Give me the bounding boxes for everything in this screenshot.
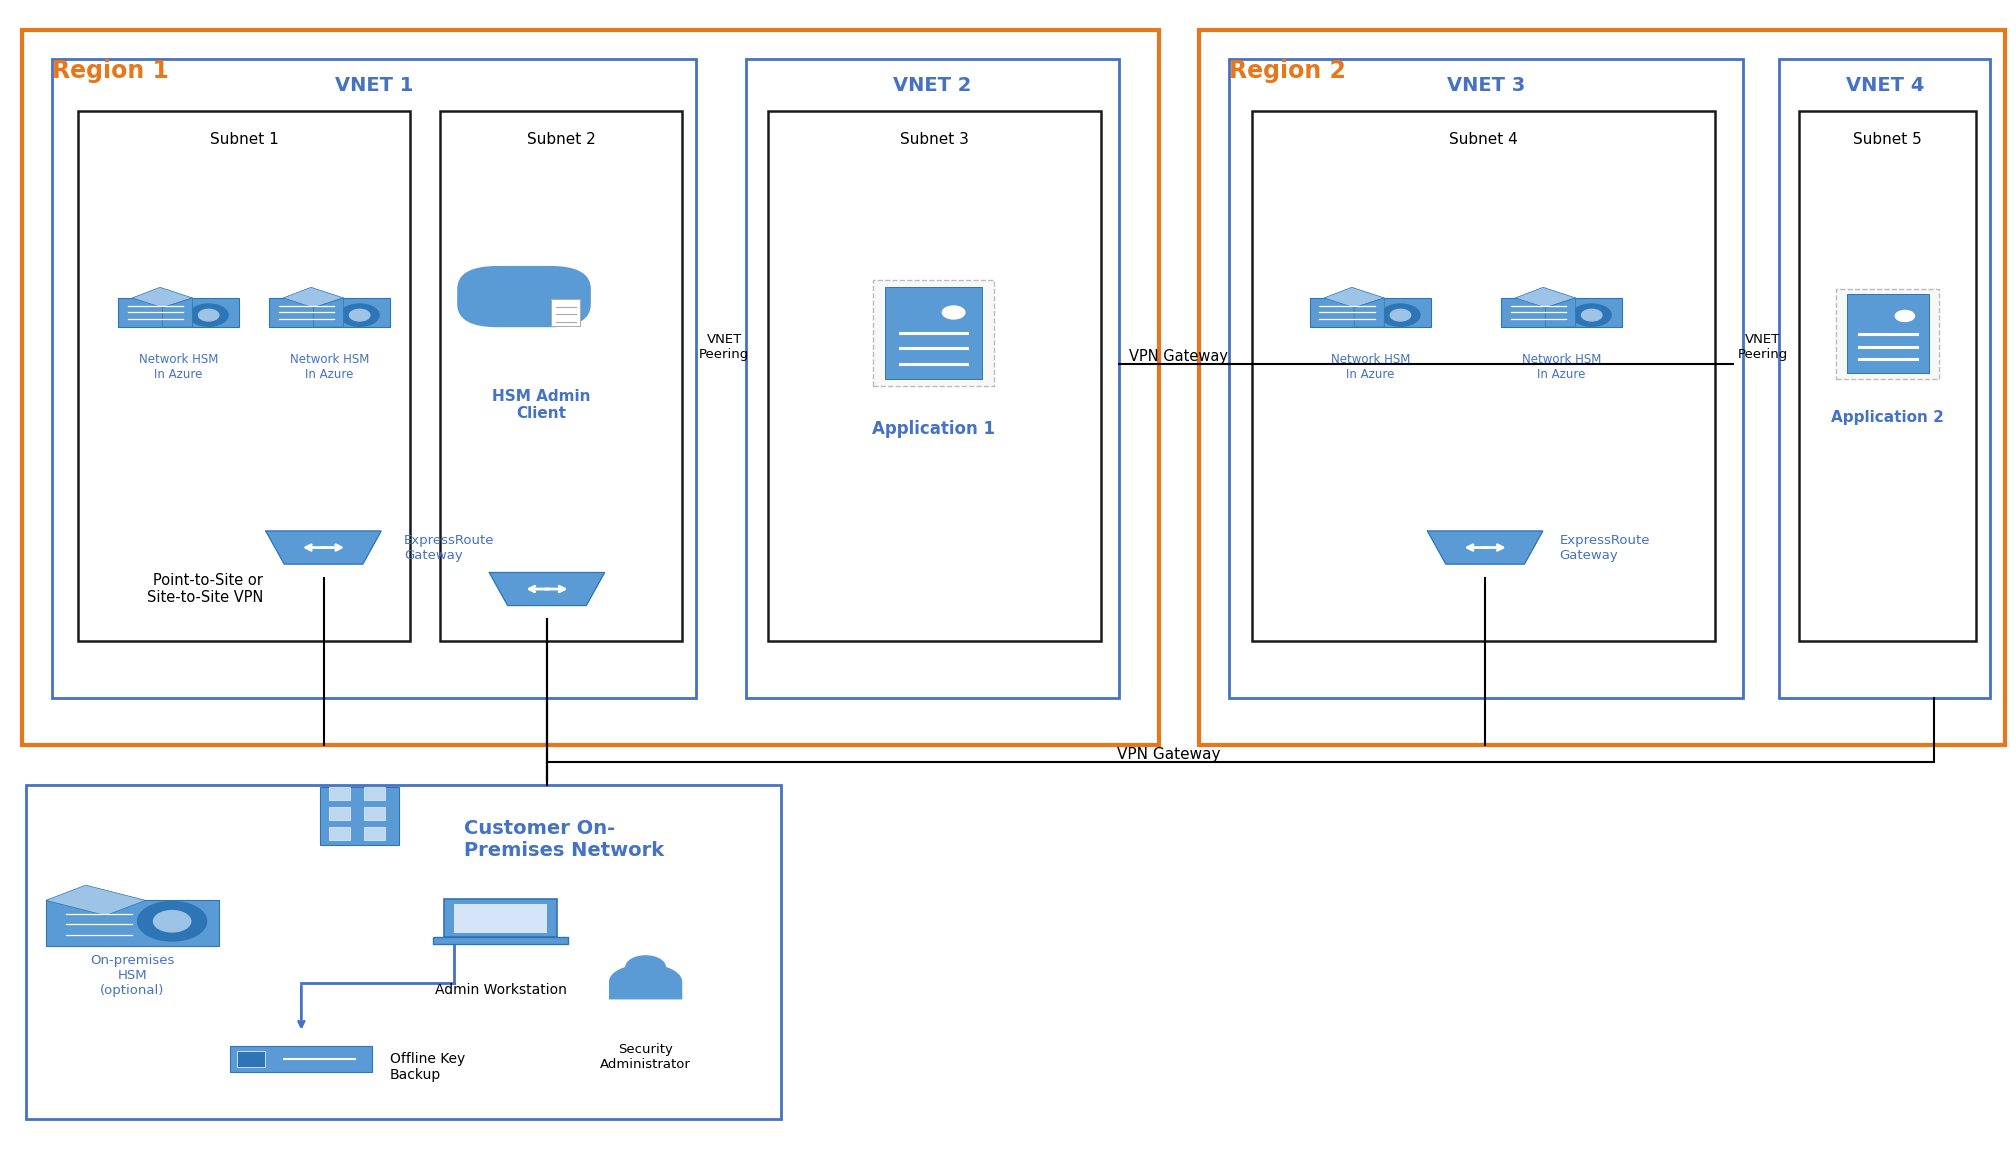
FancyBboxPatch shape (444, 899, 556, 937)
Circle shape (484, 308, 502, 320)
Text: Admin Workstation: Admin Workstation (435, 983, 566, 997)
FancyBboxPatch shape (238, 1051, 266, 1067)
Text: Subnet 1: Subnet 1 (210, 132, 278, 147)
FancyBboxPatch shape (363, 788, 385, 799)
FancyBboxPatch shape (439, 111, 681, 641)
FancyBboxPatch shape (1798, 111, 1976, 641)
Text: ExpressRoute
Gateway: ExpressRoute Gateway (403, 534, 494, 561)
Text: Subnet 3: Subnet 3 (899, 132, 970, 147)
FancyBboxPatch shape (746, 59, 1119, 699)
Text: Offline Key
Backup: Offline Key Backup (389, 1052, 466, 1082)
FancyBboxPatch shape (230, 1046, 373, 1072)
Circle shape (1572, 304, 1611, 326)
Polygon shape (266, 531, 381, 564)
Polygon shape (1516, 288, 1577, 307)
Polygon shape (46, 885, 145, 916)
FancyBboxPatch shape (1200, 30, 2004, 745)
Text: Region 1: Region 1 (52, 59, 169, 83)
Polygon shape (1355, 298, 1385, 327)
Circle shape (341, 304, 379, 326)
Text: VNET 4: VNET 4 (1845, 76, 1923, 95)
FancyBboxPatch shape (79, 111, 409, 641)
Text: Customer On-
Premises Network: Customer On- Premises Network (464, 819, 665, 860)
Circle shape (349, 310, 369, 321)
Text: Subnet 4: Subnet 4 (1450, 132, 1518, 147)
Text: On-premises
HSM
(optional): On-premises HSM (optional) (91, 954, 175, 997)
FancyBboxPatch shape (1778, 59, 1990, 699)
FancyBboxPatch shape (1310, 298, 1431, 327)
Circle shape (506, 275, 542, 296)
Text: VPN Gateway: VPN Gateway (1117, 747, 1222, 762)
Circle shape (190, 304, 228, 326)
Circle shape (153, 910, 192, 932)
Polygon shape (133, 288, 192, 307)
FancyBboxPatch shape (885, 288, 982, 379)
FancyBboxPatch shape (433, 937, 569, 944)
Text: VNET 3: VNET 3 (1447, 76, 1526, 95)
FancyBboxPatch shape (329, 827, 351, 840)
Circle shape (137, 902, 208, 941)
Circle shape (625, 956, 665, 978)
Polygon shape (282, 288, 343, 307)
FancyBboxPatch shape (329, 807, 351, 820)
Text: VNET 1: VNET 1 (335, 76, 413, 95)
FancyBboxPatch shape (46, 901, 218, 946)
Circle shape (1895, 311, 1915, 321)
FancyBboxPatch shape (1837, 289, 1939, 379)
Polygon shape (1427, 531, 1542, 564)
FancyBboxPatch shape (454, 904, 546, 933)
FancyBboxPatch shape (119, 298, 238, 327)
Circle shape (1581, 310, 1603, 321)
Polygon shape (312, 298, 343, 327)
Text: Network HSM
In Azure: Network HSM In Azure (290, 352, 369, 381)
FancyBboxPatch shape (52, 59, 696, 699)
FancyBboxPatch shape (321, 787, 399, 844)
Text: Subnet 5: Subnet 5 (1853, 132, 1921, 147)
FancyBboxPatch shape (26, 785, 780, 1119)
Text: HSM Admin
Client: HSM Admin Client (492, 388, 591, 420)
FancyBboxPatch shape (1847, 295, 1929, 373)
Text: Application 1: Application 1 (873, 419, 996, 438)
FancyBboxPatch shape (1230, 59, 1742, 699)
FancyBboxPatch shape (1252, 111, 1716, 641)
FancyBboxPatch shape (768, 111, 1101, 641)
Text: Application 2: Application 2 (1831, 410, 1943, 425)
Text: Subnet 2: Subnet 2 (526, 132, 595, 147)
Text: Point-to-Site or
Site-to-Site VPN: Point-to-Site or Site-to-Site VPN (147, 573, 264, 605)
FancyBboxPatch shape (550, 299, 579, 327)
Circle shape (564, 308, 583, 320)
FancyBboxPatch shape (363, 807, 385, 820)
FancyBboxPatch shape (873, 281, 994, 386)
FancyBboxPatch shape (270, 298, 389, 327)
Circle shape (1381, 304, 1419, 326)
Text: Security
Administrator: Security Administrator (601, 1043, 691, 1071)
Polygon shape (609, 964, 681, 999)
Polygon shape (1546, 298, 1577, 327)
FancyBboxPatch shape (363, 827, 385, 840)
Text: VNET
Peering: VNET Peering (700, 333, 750, 362)
Polygon shape (490, 573, 605, 605)
Text: VPN Gateway: VPN Gateway (1129, 349, 1228, 364)
Text: VNET 2: VNET 2 (893, 76, 972, 95)
FancyBboxPatch shape (22, 30, 1159, 745)
Circle shape (941, 306, 966, 319)
Circle shape (524, 308, 542, 320)
FancyBboxPatch shape (1502, 298, 1621, 327)
Text: Network HSM
In Azure: Network HSM In Azure (1522, 352, 1601, 381)
Text: ExpressRoute
Gateway: ExpressRoute Gateway (1560, 534, 1651, 561)
Circle shape (198, 310, 220, 321)
Circle shape (544, 308, 562, 320)
Polygon shape (1325, 288, 1385, 307)
Text: Network HSM
In Azure: Network HSM In Azure (1331, 352, 1409, 381)
Text: VNET
Peering: VNET Peering (1738, 333, 1788, 362)
Text: Network HSM
In Azure: Network HSM In Azure (139, 352, 218, 381)
FancyBboxPatch shape (458, 266, 591, 327)
Circle shape (1391, 310, 1411, 321)
FancyBboxPatch shape (329, 788, 351, 799)
Text: Region 2: Region 2 (1230, 59, 1347, 83)
Polygon shape (163, 298, 192, 327)
Circle shape (504, 308, 522, 320)
